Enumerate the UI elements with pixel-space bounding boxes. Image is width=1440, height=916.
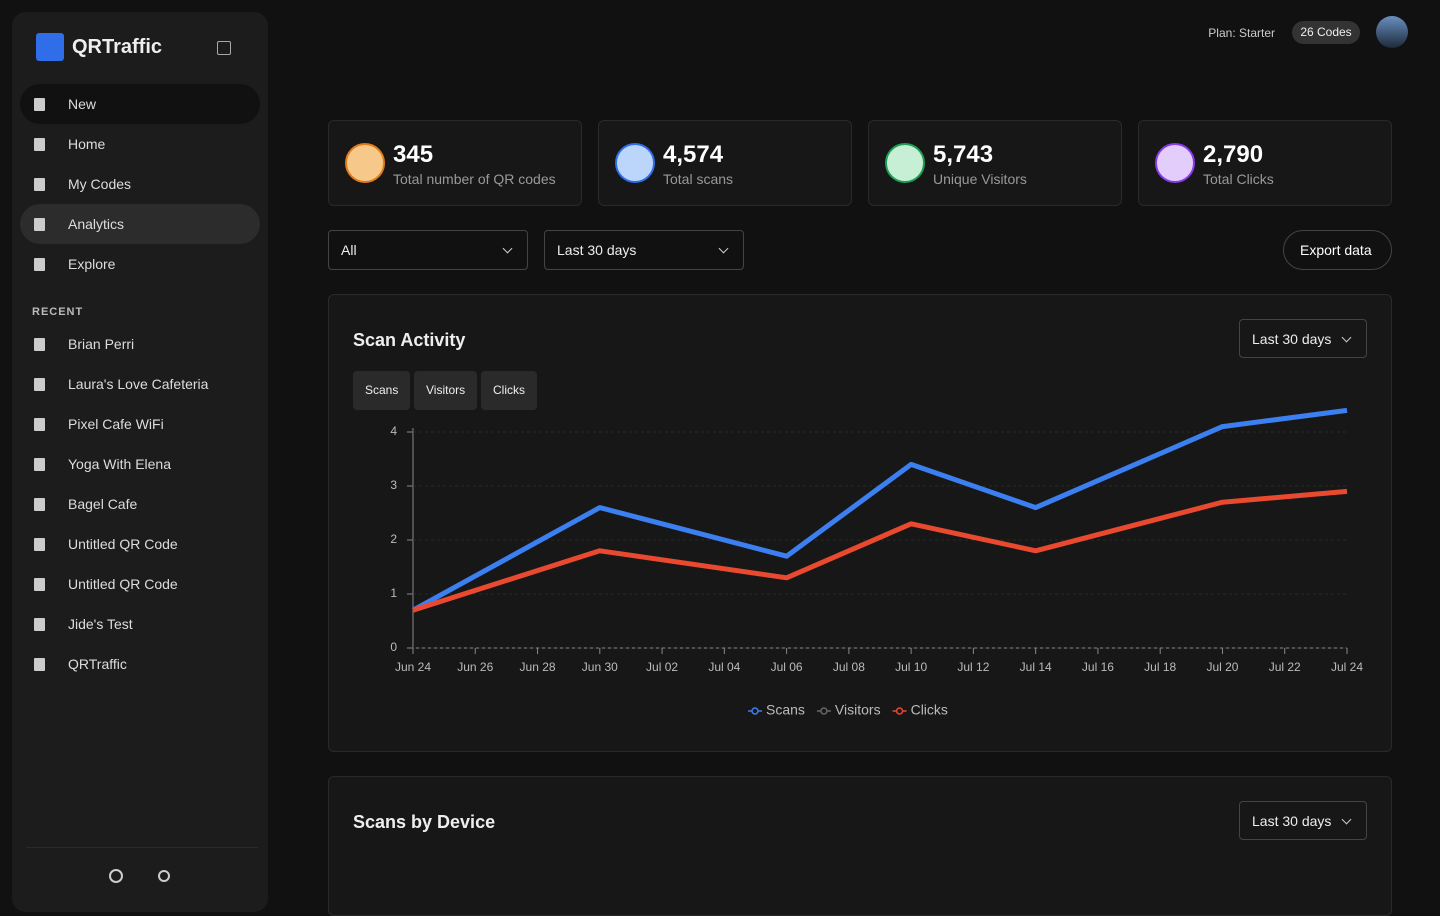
recent-item[interactable]: Laura's Love Cafeteria [20, 364, 260, 404]
recent-item[interactable]: QRTraffic [20, 644, 260, 684]
recent-item[interactable]: Yoga With Elena [20, 444, 260, 484]
x-tick-label: Jun 30 [582, 660, 618, 674]
recent-item[interactable]: Untitled QR Code [20, 564, 260, 604]
icon [34, 618, 45, 631]
icon [34, 578, 45, 591]
legend-label: Clicks [911, 702, 948, 718]
x-tick-label: Jul 08 [833, 660, 865, 674]
stat-icon [885, 143, 925, 183]
nav-item[interactable]: Analytics [20, 204, 260, 244]
series-line [412, 488, 1348, 613]
divider [26, 847, 258, 848]
tab[interactable]: Visitors [414, 371, 478, 410]
chart-range-label: Last 30 days [1252, 331, 1332, 347]
tab[interactable]: Scans [353, 371, 411, 410]
icon [34, 338, 45, 351]
stat-icon [615, 143, 655, 183]
card-title: Scan Activity [353, 330, 466, 350]
stat-label: Unique Visitors [933, 171, 1027, 187]
range-filter[interactable]: Last 30 days [544, 230, 744, 270]
x-tick-label: Jul 06 [771, 660, 803, 674]
recent-item[interactable]: Jide's Test [20, 604, 260, 644]
device-range-label: Last 30 days [1252, 813, 1332, 829]
icon [34, 218, 45, 231]
icon [34, 418, 45, 431]
icon [34, 498, 45, 511]
chart: 0 1 2 3 4 Jun 24 Jun 26 Jun 28 Jun 30 Jul 02 Jul 0… [390, 407, 1363, 718]
device-range[interactable]: Last 30 days [1239, 801, 1367, 840]
nav-item[interactable]: Explore [20, 244, 260, 284]
x-tick-label: Jul 24 [1331, 660, 1363, 674]
recent-item[interactable]: Untitled QR Code [20, 524, 260, 564]
icon [34, 258, 45, 271]
stat-label: Total number of QR codes [393, 171, 556, 187]
stat-label: Total scans [663, 171, 734, 187]
sidebar [12, 12, 268, 912]
legend-swatch [895, 707, 904, 715]
legend-label: Scans [766, 702, 805, 718]
legend-swatch [820, 707, 828, 715]
x-tick-label: Jul 16 [1082, 660, 1114, 674]
brand: QRTraffic [72, 36, 163, 58]
stat-value: 345 [393, 141, 434, 168]
stat-icon [345, 143, 385, 183]
type-filter[interactable]: All [328, 230, 528, 270]
legend-label: Visitors [835, 702, 881, 718]
x-tick-label: Jul 12 [957, 660, 989, 674]
stat-label: Total Clicks [1203, 171, 1274, 187]
nav-item[interactable]: New [20, 84, 260, 124]
theme-button[interactable] [158, 870, 170, 882]
legend-swatch [751, 707, 759, 715]
settings-button[interactable] [109, 869, 123, 883]
series-line [411, 407, 1348, 613]
nav-item[interactable]: My Codes [20, 164, 260, 204]
card-title: Scans by Device [353, 812, 496, 832]
scan-activity-card [328, 294, 1392, 752]
recent-item[interactable]: Bagel Cafe [20, 484, 260, 524]
x-tick-label: Jun 26 [457, 660, 493, 674]
x-tick-label: Jul 22 [1269, 660, 1301, 674]
stat-value: 2,790 [1203, 141, 1264, 168]
x-tick-label: Jun 28 [520, 660, 556, 674]
x-tick-label: Jul 18 [1144, 660, 1176, 674]
icon [34, 178, 45, 191]
recent-item[interactable]: Pixel Cafe WiFi [20, 404, 260, 444]
y-tick-label: 4 [390, 424, 397, 438]
y-tick-label: 0 [390, 640, 397, 654]
icon [34, 378, 45, 391]
x-tick-label: Jul 04 [708, 660, 740, 674]
icon [34, 98, 45, 111]
logo [36, 33, 64, 61]
x-tick-label: Jul 14 [1020, 660, 1052, 674]
x-tick-label: Jul 02 [646, 660, 678, 674]
avatar[interactable] [1376, 16, 1408, 48]
range-filter-label: Last 30 days [557, 242, 637, 258]
plan: Plan: Starter [1208, 26, 1275, 40]
type-filter-label: All [341, 242, 357, 258]
recent-item[interactable]: Brian Perri [20, 324, 260, 364]
y-tick-label: 2 [390, 532, 397, 546]
y-tick-label: 3 [390, 478, 397, 492]
codes-badge: 26 Codes [1292, 21, 1360, 44]
icon [34, 138, 45, 151]
y-tick-label: 1 [390, 586, 397, 600]
tab[interactable]: Clicks [481, 371, 537, 410]
device-card [328, 776, 1392, 916]
chart-range[interactable]: Last 30 days [1239, 319, 1367, 358]
icon [34, 458, 45, 471]
stat-value: 4,574 [663, 141, 724, 168]
nav-item[interactable]: Home [20, 124, 260, 164]
stat-value: 5,743 [933, 141, 994, 168]
x-tick-label: Jun 24 [395, 660, 431, 674]
icon [34, 658, 45, 671]
icon [34, 538, 45, 551]
export-button[interactable]: Export data [1283, 230, 1392, 270]
collapse-button[interactable] [217, 41, 231, 55]
x-tick-label: Jul 20 [1206, 660, 1238, 674]
recent-heading: RECENT [32, 306, 84, 318]
x-tick-label: Jul 10 [895, 660, 927, 674]
stat-icon [1155, 143, 1195, 183]
